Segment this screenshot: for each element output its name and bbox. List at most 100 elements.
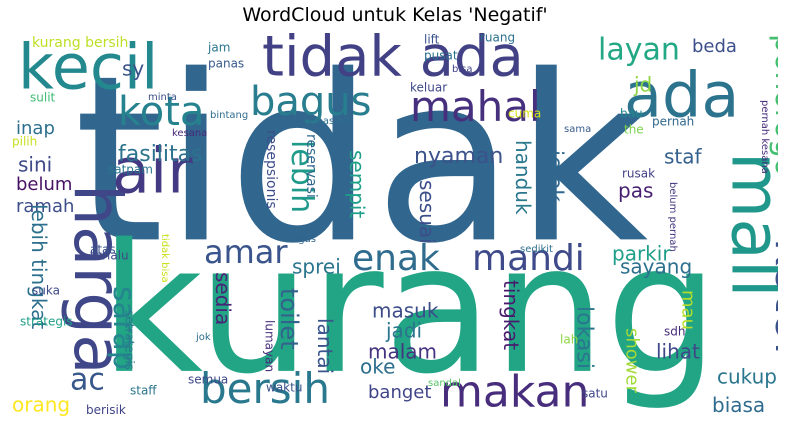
word-ruang: ruang [480, 32, 515, 44]
word-orang: orang [12, 393, 70, 417]
word-pilih: pilih [12, 134, 37, 148]
word-tidak-ada: tidak ada [262, 32, 524, 90]
word-kurang: kurang [100, 206, 718, 413]
word-inap: inap [16, 118, 55, 139]
word-strategis: strategis [20, 314, 73, 328]
word-ac: ac [70, 362, 105, 397]
word-sedia: sedia [211, 272, 235, 325]
word-kotor: kotor [764, 238, 778, 362]
word-the: the [624, 122, 644, 136]
word-enak: enak [352, 238, 440, 279]
word-amar: amar [204, 233, 288, 271]
word-sandal: sandal [428, 378, 461, 389]
word-sayang: sayang [620, 255, 692, 279]
word-reservasi: reservasi [303, 134, 319, 198]
word-cuma: cuma [508, 106, 541, 120]
word-lantai: lantai [313, 318, 337, 374]
word-ada: ada [624, 58, 739, 131]
word-jelek: jelek [542, 149, 567, 202]
word-layan: layan [598, 32, 680, 67]
word-keluar: keluar [410, 80, 447, 94]
word-suka: suka [32, 283, 60, 297]
word-pusat: pusat [424, 48, 458, 62]
word-sy: sy [122, 57, 144, 81]
word-jd: jd [633, 73, 652, 97]
word-jam: jam [207, 40, 230, 54]
word-jadi: jadi [385, 319, 422, 343]
word-belum: belum [16, 174, 72, 195]
word-bersih: bersih [200, 364, 330, 413]
word-atas: atas [90, 242, 116, 256]
word-cukup: cukup [717, 365, 777, 389]
word-semua: semua [188, 372, 228, 386]
word-satu: satu [582, 386, 608, 400]
word-berisik: berisik [86, 403, 126, 417]
word-bintang: bintang [210, 110, 248, 121]
word-sini: sini [18, 153, 52, 177]
word-bisa: bisa [452, 64, 472, 75]
word-ramah: ramah [16, 196, 74, 217]
word-bagus: bagus [250, 79, 371, 125]
word-kesana: kesana [172, 128, 207, 139]
word-tidak-bisa: tidak bisa [159, 234, 170, 283]
word-air: air [112, 134, 193, 207]
word-kota: kota [118, 89, 204, 135]
word-staf: staf [664, 145, 703, 169]
word-makan: makan [440, 366, 589, 417]
word-sarap: sarap [106, 286, 141, 370]
word-sama: sama [564, 124, 591, 135]
word-biasa: biasa [712, 393, 765, 417]
word-mau: mau [677, 290, 698, 330]
word-kurang-bersih: kurang bersih [32, 35, 128, 51]
word-lokasi: lokasi [572, 306, 597, 369]
word-staff: staff [130, 383, 157, 397]
word-lebih: lebih [284, 140, 319, 213]
word-tidak: tidak [74, 32, 648, 294]
word-pernah-kesana: pernah kesana [759, 100, 770, 174]
word-sprei: sprei [292, 255, 341, 279]
word-waktu: waktu [266, 380, 302, 394]
word-handuk: handuk [511, 140, 535, 215]
word-bau: bau [620, 106, 643, 120]
word-mahal: mahal [410, 82, 541, 131]
word-lebih-tingkat: lebih tingkat [27, 204, 51, 329]
word-malam: malam [368, 340, 437, 364]
word-oke: oke [360, 355, 395, 379]
word-fasilitas: fasilitas [118, 142, 203, 167]
word-lihat: lihat [656, 340, 700, 364]
word-resepsionis: resepsionis [263, 130, 279, 209]
word-panas-air: panas air [304, 116, 351, 127]
word-setrategis: setrategis [123, 310, 137, 370]
word-terlalu: terlalu [90, 248, 129, 262]
word-harga: harga [59, 184, 136, 375]
word-ponorogo: ponorogo [768, 34, 778, 176]
word-sesuai: sesuai [415, 180, 439, 244]
word-masuk: masuk [372, 299, 439, 323]
chart-title: WordCloud untuk Kelas 'Negatif' [242, 4, 548, 26]
word-sedikit: sedikit [520, 244, 553, 255]
word-lumayan: lumayan [263, 320, 277, 372]
word-pas: pas [618, 179, 653, 203]
word-jok: jok [195, 332, 211, 343]
word-sdh: sdh [664, 324, 685, 338]
word-tugas: tugas [288, 234, 316, 245]
word-sempit: sempit [345, 150, 369, 218]
word-lift: lift [424, 32, 440, 46]
word-beda: beda [692, 36, 737, 57]
word-pernah: pernah [652, 114, 694, 128]
word-satpam: satpam [108, 162, 153, 176]
word-banget: banget [368, 382, 431, 403]
word-kecil: kecil [18, 32, 158, 103]
word-rusak: rusak [622, 166, 655, 180]
word-shower: shower [621, 328, 642, 394]
word-lah: lah [560, 332, 578, 346]
word-toilet: toilet [275, 288, 303, 350]
word-nyaman: nyaman [414, 144, 503, 169]
word-tingkat: tingkat [499, 280, 523, 350]
word-minta: minta [148, 92, 177, 103]
word-mall: mall [715, 152, 778, 298]
word-parkir: parkir [612, 242, 671, 266]
word-panas: panas [208, 56, 244, 70]
word-belum-pernah: belum pernah [667, 182, 678, 252]
